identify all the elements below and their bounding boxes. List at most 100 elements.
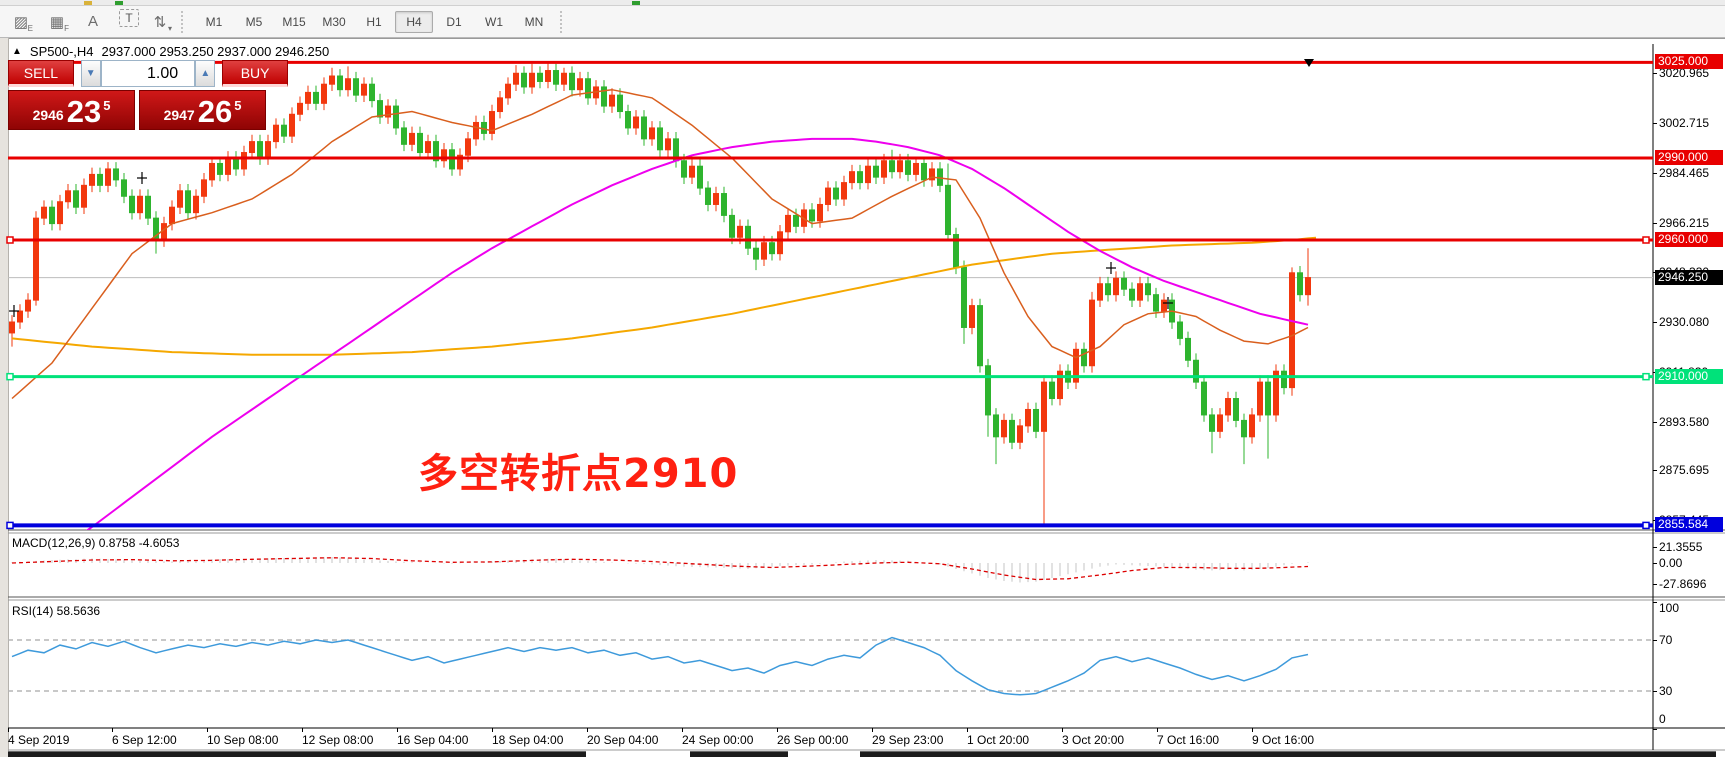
panel-borders [8, 44, 1725, 751]
time-axis-label: 12 Sep 08:00 [302, 733, 374, 747]
price-line-badge: 3025.000 [1655, 54, 1723, 70]
chart-title-bar: ▲ SP500-,H4 2937.000 2953.250 2937.000 2… [12, 44, 329, 59]
collapse-icon[interactable]: ▲ [12, 46, 22, 57]
time-axis-label: 7 Oct 16:00 [1157, 733, 1220, 747]
clipped-icon [84, 1, 92, 5]
price-axis-tick: 2893.580 [1659, 414, 1710, 429]
symbol-timeframe-label: SP500-,H4 [29, 44, 94, 59]
chart-shift-marker [1304, 59, 1314, 67]
timeframe-button-h4[interactable]: H4 [395, 10, 433, 33]
grid-icon[interactable]: ▦ F [49, 13, 69, 33]
time-axis-label: 16 Sep 04:00 [397, 733, 469, 747]
mid-ma-line [85, 137, 1309, 530]
time-axis-label: 24 Sep 00:00 [682, 733, 754, 747]
time-axis-tickmark [1157, 728, 1158, 732]
buy-button[interactable]: BUY [222, 60, 288, 87]
time-axis-tickmark [967, 728, 968, 732]
price-axis-tickmark [1653, 173, 1657, 175]
text-box-icon[interactable]: T [119, 8, 139, 27]
macd-label: MACD(12,26,9) 0.8758 -4.6053 [12, 536, 180, 550]
time-axis-tickmark [207, 728, 208, 732]
rsi-axis-tick: 100 [1659, 601, 1680, 615]
drawing-tools-group: ▨ E ▦ F A T ⇅ ▾ [0, 8, 175, 35]
price-line-badge: 2910.000 [1655, 368, 1723, 384]
time-axis-tickmark [112, 728, 113, 732]
timeframe-button-w1[interactable]: W1 [485, 14, 503, 29]
rsi-axis-tickmark [1653, 691, 1657, 692]
macd-axis-tick: -27.8696 [1659, 576, 1707, 591]
timeframe-button-mn[interactable]: MN [524, 14, 544, 29]
volume-decrease-button[interactable]: ▼ [80, 60, 101, 87]
current-price-badge: 2946.250 [1655, 269, 1723, 285]
time-axis-tickmark [8, 728, 9, 732]
rsi-axis-tick: 30 [1659, 684, 1673, 698]
clipped-icon [632, 1, 640, 5]
volume-increase-button[interactable]: ▲ [195, 60, 216, 87]
time-axis-tickmark [777, 728, 778, 732]
price-axis-tick: 2984.465 [1659, 166, 1710, 181]
price-axis-tickmark [1653, 470, 1657, 472]
time-axis-label: 20 Sep 04:00 [587, 733, 659, 747]
timeframe-button-m30[interactable]: M30 [322, 14, 346, 29]
timeframe-button-h1[interactable]: H1 [366, 14, 382, 29]
window-left-border [0, 38, 9, 757]
time-axis-tickmark [397, 728, 398, 732]
time-axis-label: 4 Sep 2019 [8, 733, 70, 747]
one-click-trading-panel: SELL ▼ 1.00 ▲ BUY 2946 23 5 2947 26 5 [8, 60, 288, 130]
chart-styles-icon[interactable]: ▨ E [13, 13, 33, 33]
macd-axis-tickmark [1653, 583, 1657, 585]
fast-ma-line [11, 88, 1309, 400]
price-line-badge: 2855.584 [1655, 517, 1723, 533]
time-axis-label: 1 Oct 20:00 [967, 733, 1030, 747]
text-label-icon[interactable]: A [87, 13, 98, 30]
price-axis-tickmark [1653, 73, 1657, 75]
rsi-axis-tickmark [1653, 601, 1657, 603]
toolbar-separator [181, 10, 188, 33]
slow-ma-line [11, 236, 1317, 356]
sell-price-quote[interactable]: 2946 23 5 [8, 90, 135, 130]
clipped-icon [115, 1, 123, 5]
arrows-tool-icon[interactable]: ⇅ ▾ [153, 13, 172, 33]
rsi-axis-tick: 70 [1659, 633, 1673, 647]
time-axis-tickmark [492, 728, 493, 732]
time-axis-label: 26 Sep 00:00 [777, 733, 849, 747]
price-axis-tick: 2930.080 [1659, 314, 1710, 329]
time-axis-label: 10 Sep 08:00 [207, 733, 279, 747]
macd-axis-tick: 0.00 [1659, 556, 1683, 570]
timeframe-group: M1 M5 M15 M30 H1 H4 D1 W1 MN [194, 10, 554, 33]
macd-axis-tickmark [1653, 563, 1657, 564]
price-axis-tick: 3020.965 [1659, 66, 1710, 81]
time-axis-tickmark [1062, 728, 1063, 732]
price-axis-tick: 2875.695 [1659, 463, 1710, 478]
macd-indicator [11, 557, 1309, 583]
buy-price-quote[interactable]: 2947 26 5 [139, 90, 266, 130]
clipped-upper-toolbar [0, 0, 1725, 6]
volume-input[interactable]: 1.00 [100, 60, 196, 87]
time-axis-label: 29 Sep 23:00 [872, 733, 944, 747]
timeframe-button-m1[interactable]: M1 [205, 14, 223, 29]
timeframe-button-m15[interactable]: M15 [282, 14, 306, 29]
time-axis-tickmark [682, 728, 683, 732]
price-axis-tick: 2966.215 [1659, 216, 1710, 230]
timeframe-button-m5[interactable]: M5 [245, 14, 263, 29]
macd-axis-tick: 21.3555 [1659, 539, 1703, 554]
price-axis-tickmark [1653, 421, 1657, 423]
time-axis-tickmark [587, 728, 588, 732]
time-axis-label: 18 Sep 04:00 [492, 733, 564, 747]
chart-text-annotation[interactable]: 多空转折点2910 [418, 451, 739, 497]
timeframe-button-d1[interactable]: D1 [446, 14, 462, 29]
horizontal-line-objects [6, 60, 1653, 530]
clipped-taskbar-fragment [8, 751, 586, 757]
time-axis-tickmark [302, 728, 303, 732]
sell-button[interactable]: SELL [8, 60, 74, 87]
price-axis-tickmark [1653, 223, 1657, 224]
price-line-badge: 2990.000 [1655, 150, 1723, 165]
price-axis-tick: 3002.715 [1659, 116, 1710, 131]
clipped-taskbar-fragment [690, 751, 788, 757]
rsi-axis-tick: 0 [1659, 712, 1666, 726]
time-axis-label: 6 Sep 12:00 [112, 733, 177, 747]
time-axis-label: 3 Oct 20:00 [1062, 733, 1125, 747]
time-axis-tickmark [1252, 728, 1253, 732]
